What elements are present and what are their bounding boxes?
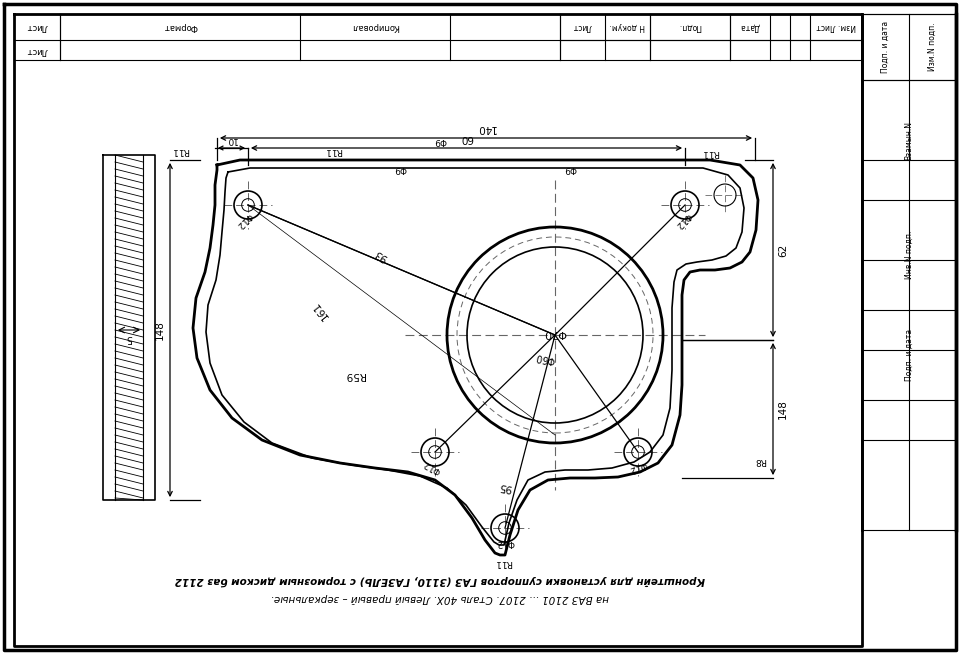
Text: 5: 5 — [126, 333, 132, 343]
Text: Φ9: Φ9 — [434, 135, 446, 145]
Text: Φ60: Φ60 — [535, 351, 556, 365]
Text: Φ12: Φ12 — [628, 458, 648, 473]
Text: Взамын.N: Взамын.N — [904, 120, 914, 160]
Text: Φ12: Φ12 — [495, 538, 515, 547]
Text: Φ12: Φ12 — [234, 211, 253, 230]
Text: 95: 95 — [497, 481, 513, 493]
Text: Дата: Дата — [740, 22, 760, 31]
Text: 10: 10 — [226, 135, 237, 144]
Text: 148: 148 — [155, 320, 165, 340]
Text: Φ12: Φ12 — [421, 458, 443, 475]
Text: Лист: Лист — [572, 22, 591, 31]
Text: Изм.N подп.: Изм.N подп. — [928, 23, 937, 71]
Text: 60: 60 — [460, 133, 473, 143]
Text: Φ9: Φ9 — [564, 164, 576, 173]
Text: R11: R11 — [494, 557, 512, 566]
Text: Кронштейн для установки суппортов ГАЗ (3110, ГАЗЕЛЬ) с тормозным диском баз 2112: Кронштейн для установки суппортов ГАЗ (3… — [175, 575, 706, 585]
Text: на ВАЗ 2101 ... 2107. Сталь 40Х. Левый правый – зеркальные.: на ВАЗ 2101 ... 2107. Сталь 40Х. Левый п… — [271, 593, 610, 603]
Text: Подп.: Подп. — [679, 22, 702, 31]
Text: Лист: Лист — [26, 46, 48, 54]
Text: Φ9: Φ9 — [394, 164, 406, 173]
Text: 140: 140 — [476, 123, 496, 133]
Text: Изм. Лист: Изм. Лист — [816, 22, 855, 31]
Text: Инв.N подп.: Инв.N подп. — [904, 231, 914, 279]
Text: Н докум.: Н докум. — [610, 22, 645, 31]
Text: Φ70: Φ70 — [543, 328, 566, 338]
Text: R59: R59 — [345, 370, 365, 380]
Text: R11: R11 — [324, 145, 342, 154]
Text: Подп. и дата: Подп. и дата — [881, 21, 890, 73]
Text: 148: 148 — [778, 399, 788, 419]
Text: R8: R8 — [754, 455, 766, 464]
Text: Подп. и дата: Подп. и дата — [904, 329, 914, 381]
Text: R11: R11 — [701, 148, 719, 156]
Text: Копировал: Копировал — [351, 22, 399, 31]
Text: R11: R11 — [171, 145, 189, 154]
Text: Формат: Формат — [163, 22, 197, 31]
Text: Лист: Лист — [26, 22, 48, 31]
Text: 93: 93 — [373, 247, 390, 263]
Text: Φ12: Φ12 — [673, 211, 693, 230]
Text: 161: 161 — [310, 299, 330, 321]
Text: 62: 62 — [778, 243, 788, 256]
